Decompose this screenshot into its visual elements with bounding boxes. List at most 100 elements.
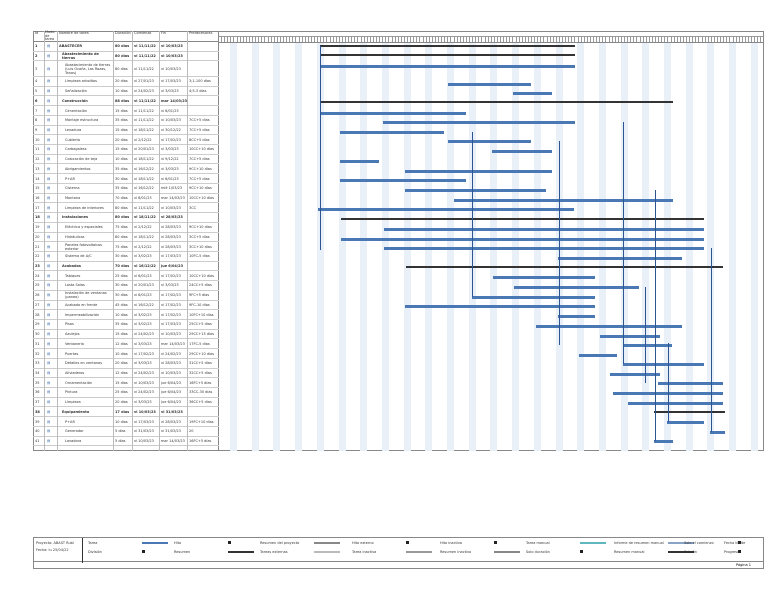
task-mode-icon: ▤ (47, 332, 51, 337)
task-name: Impermeabilización (65, 312, 100, 317)
table-row[interactable]: 27 ▤ Acabado en frente 45 días vi 16/12/… (33, 301, 219, 311)
task-bar[interactable] (710, 431, 725, 434)
task-start: vi 11/11/22 (134, 98, 156, 103)
table-row[interactable]: 17 ▤ Limpieza de interiores 80 días vi 1… (33, 203, 219, 214)
table-row[interactable]: 23 ▤ Acabados 70 días vi 16/12/22 jue 6/… (33, 262, 219, 272)
table-row[interactable]: 24 ▤ Tabiques 25 días vi 6/01/23 vi 17/0… (33, 271, 219, 282)
task-start: vi 18/11/22 (134, 234, 154, 239)
nonworking-stripe (360, 42, 368, 451)
task-bar[interactable] (579, 354, 617, 357)
task-bar[interactable] (340, 131, 444, 134)
table-row[interactable]: 13 ▤ Abrigamientos 35 días vi 16/12/22 v… (33, 164, 219, 175)
task-bar[interactable] (472, 296, 595, 299)
table-row[interactable]: 29 ▤ Pisos 35 días vi 3/02/23 vi 17/03/2… (33, 320, 219, 330)
timescale-tick (686, 37, 687, 42)
table-row[interactable]: 10 ▤ Cubierta 20 días vi 2/12/22 vi 17/0… (33, 135, 219, 146)
table-row[interactable]: 3 ▤ Abastecimiento de tierras (Luis Ocañ… (33, 61, 219, 77)
table-row[interactable]: 32 ▤ Puertas 10 días vi 17/02/23 vi 24/0… (33, 349, 219, 359)
table-row[interactable]: 2 ▤ Abastecimiento de tierras 80 días vi… (33, 52, 219, 62)
table-row[interactable]: 39 ▤ P+AR 10 días vi 17/03/23 vi 28/03/2… (33, 417, 219, 427)
table-row[interactable]: 38 ▤ Equipamiento 17 días vi 10/03/23 vi… (33, 407, 219, 418)
task-bar[interactable] (492, 150, 552, 153)
task-bar[interactable] (340, 179, 466, 182)
task-bar[interactable] (514, 286, 639, 289)
task-start: vi 3/02/23 (134, 312, 152, 317)
table-row[interactable]: 21 ▤ Paneles fotovoltaicos exterior 75 d… (33, 242, 219, 252)
timescale-tick (323, 37, 325, 42)
table-row[interactable]: 9 ▤ Levadura 15 días vi 18/11/22 vi 30/1… (33, 126, 219, 136)
table-row[interactable]: 5 ▤ Señalización 10 días vi 24/02/23 vi … (33, 87, 219, 97)
task-bar[interactable] (623, 363, 704, 366)
summary-bar[interactable] (320, 101, 673, 103)
summary-bar[interactable] (320, 45, 575, 47)
task-bar[interactable] (667, 421, 704, 424)
task-bar[interactable] (654, 440, 673, 443)
table-row[interactable]: 6 ▤ Construcción 88 días vi 11/11/22 mar… (33, 96, 219, 107)
task-bar[interactable] (405, 189, 546, 192)
task-bar[interactable] (448, 83, 531, 86)
task-name: Cimentación (65, 108, 87, 113)
table-row[interactable]: 37 ▤ Limpieza 20 días vi 3/03/23 jue 6/0… (33, 398, 219, 408)
task-bar[interactable] (454, 199, 673, 202)
task-bar[interactable] (320, 65, 575, 68)
task-bar[interactable] (513, 92, 552, 95)
task-duration: 80 días (115, 54, 130, 59)
task-bar[interactable] (628, 402, 723, 405)
table-row[interactable]: 20 ▤ Hidráulicas 80 días vi 18/11/22 vi … (33, 233, 219, 243)
task-mode-icon: ▤ (47, 293, 51, 298)
task-finish: vi 17/03/23 (161, 254, 181, 259)
table-row[interactable]: 18 ▤ Instalaciones 80 días vi 18/11/22 v… (33, 213, 219, 223)
summary-bar[interactable] (654, 411, 725, 413)
table-row[interactable]: 35 ▤ Ornamentación 15 días vi 10/03/23 j… (33, 378, 219, 389)
task-bar[interactable] (558, 257, 682, 260)
task-bar[interactable] (600, 335, 660, 338)
task-bar[interactable] (320, 112, 466, 115)
summary-bar[interactable] (341, 218, 704, 220)
table-row[interactable]: 8 ▤ Montaje estructura 35 días vi 11/11/… (33, 116, 219, 126)
task-bar[interactable] (558, 315, 595, 318)
nonworking-stripe (447, 42, 454, 451)
task-name: Generador (65, 429, 84, 434)
table-row[interactable]: 28 ▤ Impermeabilización 10 días vi 3/02/… (33, 310, 219, 320)
task-bar[interactable] (384, 247, 704, 250)
table-row[interactable]: 34 ▤ Aliviaderos 12 días vi 24/02/23 vi … (33, 369, 219, 379)
table-row[interactable]: 36 ▤ Pintura 25 días vi 24/02/23 jue 6/0… (33, 388, 219, 398)
table-row[interactable]: 33 ▤ Detalles en ventanas 20 días vi 3/0… (33, 359, 219, 369)
table-row[interactable]: 11 ▤ Carbagaless 15 días vi 20/01/23 vi … (33, 145, 219, 155)
task-bar[interactable] (384, 228, 704, 231)
table-row[interactable]: 40 ▤ Generador 5 días vi 31/03/23 vi 31/… (33, 427, 219, 437)
table-row[interactable]: 7 ▤ Cimentación 15 días vi 11/11/22 vi 6… (33, 106, 219, 116)
table-row[interactable]: 12 ▤ Colocación de teja 10 días vi 18/11… (33, 155, 219, 165)
table-row[interactable]: 30 ▤ Azulejos 15 días vi 24/02/23 vi 10/… (33, 330, 219, 340)
table-row[interactable]: 31 ▤ Ventanería 12 días vi 3/03/23 mar 1… (33, 339, 219, 350)
task-bar[interactable] (493, 276, 595, 279)
table-row[interactable]: 41 ▤ Lavadora 5 días vi 10/03/23 mar 14/… (33, 437, 219, 447)
task-id: 13 (35, 166, 40, 171)
timescale-tick (614, 37, 616, 42)
task-bar[interactable] (340, 160, 379, 163)
summary-bar[interactable] (406, 266, 723, 268)
task-bar[interactable] (341, 238, 704, 241)
table-row[interactable]: 22 ▤ Sistema de A/C 30 días vi 3/02/23 v… (33, 252, 219, 262)
table-row[interactable]: 19 ▤ Eléctrica y especiales 75 días vi 2… (33, 223, 219, 233)
task-bar[interactable] (405, 305, 595, 308)
task-bar[interactable] (448, 140, 531, 143)
table-row[interactable]: 4 ▤ Limpieza arbolitos 20 días vi 27/01/… (33, 77, 219, 87)
table-row[interactable]: 16 ▤ Montana 70 días vi 6/01/23 mar 14/0… (33, 194, 219, 204)
task-finish: vi 10/03/23 (161, 66, 181, 71)
task-bar[interactable] (610, 373, 660, 376)
task-bar[interactable] (383, 121, 575, 124)
task-bar[interactable] (623, 344, 672, 347)
table-row[interactable]: 14 ▤ P+AR 30 días vi 18/11/22 vi 6/01/23… (33, 174, 219, 184)
table-row[interactable]: 15 ▤ Cisterna 35 días vi 16/12/22 mié 1/… (33, 184, 219, 194)
table-row[interactable]: 25 ▤ Losta Solas 30 días vi 20/01/23 vi … (33, 281, 219, 291)
task-bar[interactable] (318, 208, 574, 211)
table-row[interactable]: 1 ▤ ABASTECER 80 días vi 11/11/22 vi 10/… (33, 42, 219, 52)
table-row[interactable]: 26 ▤ Instalación de ventanas (paneo) 30 … (33, 291, 219, 301)
task-bar[interactable] (405, 170, 552, 173)
task-bar[interactable] (658, 382, 723, 385)
timescale-tick (512, 37, 514, 42)
summary-bar[interactable] (320, 54, 575, 56)
task-bar[interactable] (536, 325, 682, 328)
task-id: 27 (35, 302, 40, 307)
